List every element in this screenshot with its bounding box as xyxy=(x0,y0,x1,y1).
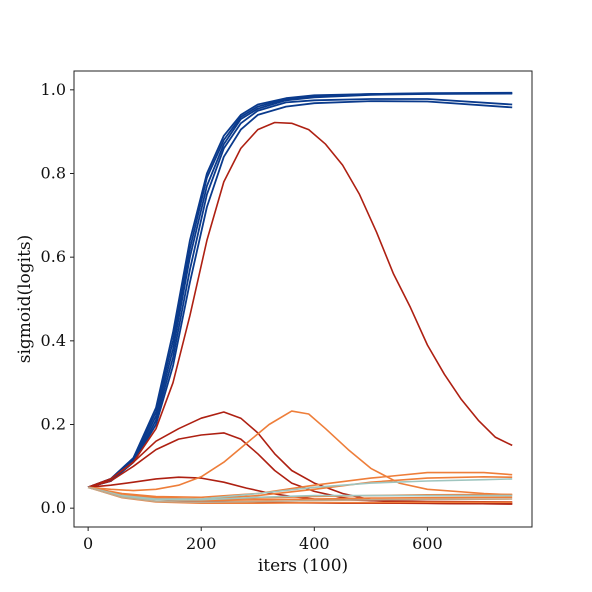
y-tick-label: 0.6 xyxy=(41,247,66,266)
x-tick-label: 200 xyxy=(186,534,217,553)
series-line-5 xyxy=(87,121,513,489)
series-line-11 xyxy=(87,471,513,499)
y-tick-label: 0.8 xyxy=(41,163,66,182)
y-tick-label: 1.0 xyxy=(41,80,66,99)
series-layer xyxy=(87,91,513,505)
series-line-16 xyxy=(87,478,513,500)
y-axis-ticks: 0.0 0.2 0.4 0.6 0.8 1.0 xyxy=(41,80,74,517)
series-line-4 xyxy=(87,92,513,489)
x-tick-label: 0 xyxy=(83,534,93,553)
x-tick-label: 400 xyxy=(299,534,330,553)
series-line-1 xyxy=(87,92,513,489)
series-line-17 xyxy=(87,486,513,501)
series-line-7 xyxy=(87,432,513,505)
series-line-2 xyxy=(87,98,513,489)
x-axis-ticks: 0 200 400 600 xyxy=(83,527,443,553)
y-tick-label: 0.0 xyxy=(41,498,66,517)
series-line-6 xyxy=(87,411,513,505)
series-line-18 xyxy=(87,486,513,504)
x-axis-label: iters (100) xyxy=(258,556,348,576)
y-axis-label: sigmoid(logits) xyxy=(15,235,35,364)
x-tick-label: 600 xyxy=(412,534,443,553)
series-line-12 xyxy=(87,475,513,500)
series-line-10 xyxy=(88,410,513,496)
y-tick-label: 0.2 xyxy=(41,415,66,434)
y-tick-label: 0.4 xyxy=(41,331,66,350)
plot-frame xyxy=(73,70,533,528)
